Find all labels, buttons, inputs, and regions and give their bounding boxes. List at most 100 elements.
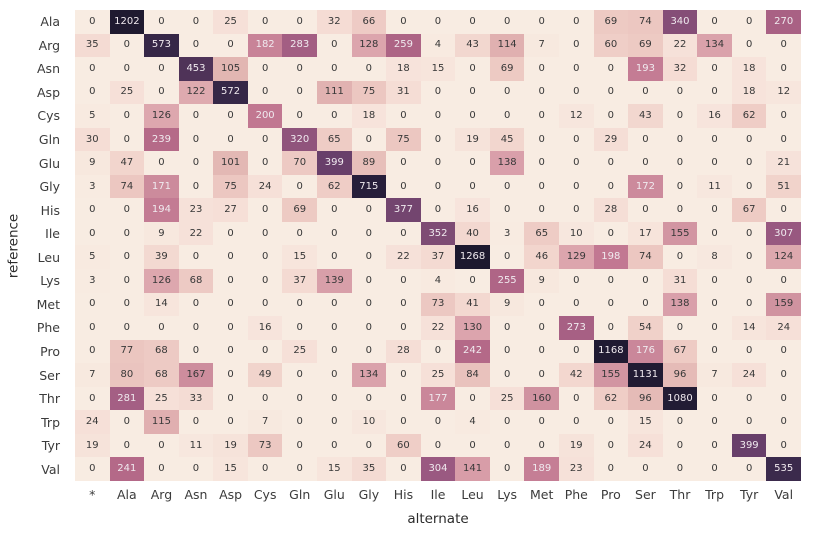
y-tick-label: Thr (39, 391, 60, 407)
heatmap-cell: 0 (144, 10, 179, 34)
heatmap-cell: 0 (489, 198, 525, 222)
heatmap-cell: 17 (628, 221, 663, 246)
heatmap-cell: 193 (628, 57, 663, 81)
heatmap-cell: 0 (593, 292, 629, 317)
heatmap-cell: 11 (178, 433, 214, 458)
heatmap-cell: 0 (559, 57, 594, 81)
heatmap-cell: 0 (213, 104, 248, 128)
heatmap-cell: 74 (109, 174, 145, 199)
heatmap-cell: 0 (178, 33, 214, 58)
heatmap-cell: 0 (420, 174, 456, 199)
heatmap-cell: 0 (697, 151, 732, 175)
heatmap-cell: 0 (144, 433, 179, 458)
heatmap-cell: 0 (247, 127, 283, 152)
heatmap-cell: 22 (420, 316, 456, 340)
heatmap-cell: 0 (386, 386, 421, 411)
heatmap-cell: 54 (628, 316, 663, 340)
heatmap-cell: 130 (455, 316, 490, 340)
heatmap-cell: 0 (247, 80, 283, 105)
heatmap-cell: 320 (282, 127, 317, 152)
y-tick-label: Phe (36, 320, 60, 336)
heatmap-cell: 0 (697, 198, 732, 222)
heatmap-cell: 0 (351, 221, 387, 246)
x-tick-label: Thr (669, 486, 691, 502)
heatmap-cell: 0 (351, 269, 387, 293)
heatmap-cell: 0 (420, 80, 456, 105)
heatmap-cell: 283 (282, 33, 317, 58)
heatmap-cell: 198 (593, 245, 629, 270)
y-axis-tick-labels: Ala Arg Asn Asp Cys Gln Glu Gly His Ile Leu Lys Met P… (0, 10, 68, 481)
heatmap-cell: 0 (662, 410, 698, 434)
heatmap-cell: 0 (697, 221, 732, 246)
heatmap-cell: 4 (420, 269, 456, 293)
heatmap-cell: 15 (213, 457, 248, 481)
heatmap-cell: 74 (628, 245, 663, 270)
y-tick-label: Ile (45, 226, 60, 242)
heatmap-cell: 0 (247, 457, 283, 481)
heatmap-cell: 43 (455, 33, 490, 58)
x-tick-label: Gln (289, 486, 311, 502)
heatmap-cell: 126 (144, 104, 179, 128)
heatmap-cell: 0 (731, 174, 767, 199)
x-tick-label: Leu (461, 486, 484, 502)
heatmap-cell: 49 (247, 363, 283, 387)
heatmap-cell: 0 (524, 363, 559, 387)
heatmap-cell: 129 (559, 245, 594, 270)
heatmap-cell: 0 (282, 292, 317, 317)
heatmap-cell: 126 (144, 269, 179, 293)
heatmap-cell: 0 (662, 316, 698, 340)
heatmap-cell: 259 (386, 33, 421, 58)
heatmap-cell: 9 (144, 221, 179, 246)
heatmap-cell: 0 (420, 410, 456, 434)
heatmap-cell: 0 (593, 457, 629, 481)
heatmap-cell: 25 (109, 80, 145, 105)
heatmap-cell: 0 (559, 198, 594, 222)
y-tick-label: Ser (39, 367, 60, 383)
heatmap-cell: 573 (144, 33, 179, 58)
heatmap-cell: 0 (109, 292, 145, 317)
heatmap-cell: 0 (559, 339, 594, 364)
heatmap-cell: 0 (593, 174, 629, 199)
y-tick-label: Tyr (41, 438, 60, 454)
heatmap-cell: 105 (213, 57, 248, 81)
heatmap-cell: 18 (731, 57, 767, 81)
heatmap-cell: 24 (628, 433, 663, 458)
heatmap-cell: 0 (213, 33, 248, 58)
heatmap-cell: 0 (559, 127, 594, 152)
heatmap-cell: 0 (766, 127, 801, 152)
heatmap-cell: 3 (75, 269, 110, 293)
heatmap-cell: 0 (559, 174, 594, 199)
heatmap-cell: 0 (731, 221, 767, 246)
heatmap-cell: 16 (247, 316, 283, 340)
heatmap-cell: 9 (75, 151, 110, 175)
heatmap-cell: 15 (628, 410, 663, 434)
heatmap-cell: 399 (317, 151, 352, 175)
heatmap-cell: 0 (593, 221, 629, 246)
x-tick-label: Trp (705, 486, 724, 502)
heatmap-cell: 0 (282, 410, 317, 434)
heatmap-cell: 0 (178, 457, 214, 481)
heatmap-cell: 0 (386, 104, 421, 128)
heatmap-cell: 0 (489, 457, 525, 481)
heatmap-cell: 21 (766, 151, 801, 175)
heatmap-cell: 0 (317, 104, 352, 128)
y-tick-label: Asn (37, 61, 60, 77)
heatmap-cell: 0 (524, 433, 559, 458)
heatmap-cell: 77 (109, 339, 145, 364)
heatmap-cell: 0 (75, 221, 110, 246)
heatmap-cell: 0 (317, 386, 352, 411)
heatmap-cell: 0 (559, 151, 594, 175)
heatmap-cell: 0 (697, 433, 732, 458)
heatmap-cell: 155 (593, 363, 629, 387)
heatmap-cell: 0 (386, 316, 421, 340)
heatmap-cell: 0 (351, 198, 387, 222)
heatmap-cell: 141 (455, 457, 490, 481)
heatmap-cell: 37 (282, 269, 317, 293)
heatmap-cell: 15 (317, 457, 352, 481)
heatmap-cell: 0 (144, 457, 179, 481)
heatmap-cell: 1168 (593, 339, 629, 364)
heatmap-cell: 15 (420, 57, 456, 81)
heatmap-cell: 281 (109, 386, 145, 411)
heatmap-cell: 139 (317, 269, 352, 293)
heatmap-cell: 11 (697, 174, 732, 199)
